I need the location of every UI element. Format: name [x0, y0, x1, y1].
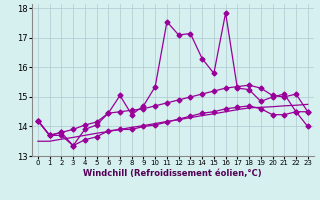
X-axis label: Windchill (Refroidissement éolien,°C): Windchill (Refroidissement éolien,°C)	[84, 169, 262, 178]
